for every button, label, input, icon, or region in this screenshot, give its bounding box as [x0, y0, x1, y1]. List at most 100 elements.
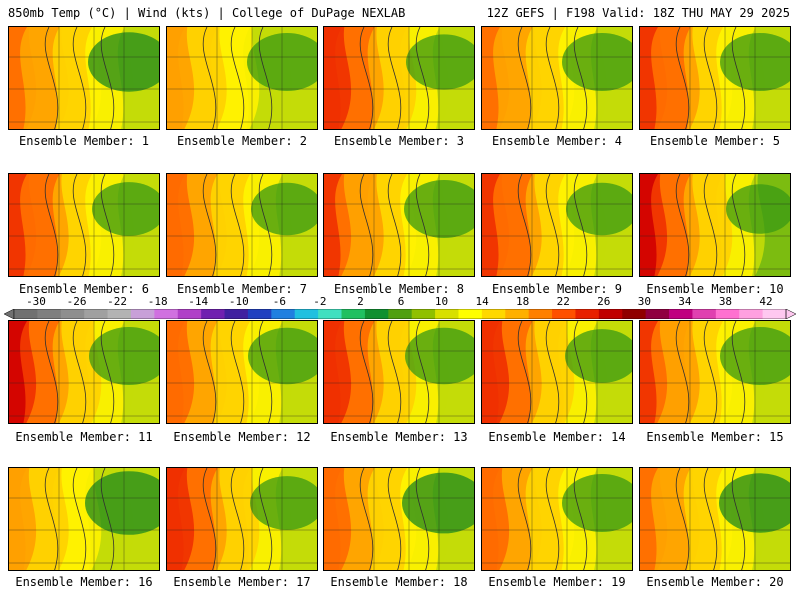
ensemble-map-panel [639, 467, 791, 571]
temperature-map [167, 468, 317, 570]
temperature-map [324, 321, 474, 423]
map-title: 850mb Temp (°C) | Wind (kts) | College o… [8, 6, 406, 20]
colorbar-swatch [177, 309, 202, 319]
temperature-map [9, 27, 159, 129]
colorbar-tick-label: 22 [556, 295, 570, 308]
colorbar-tick-label: 10 [434, 295, 449, 308]
colorbar-tick-label: -10 [228, 295, 249, 308]
colorbar-swatch [669, 309, 693, 319]
colorbar-swatch [739, 309, 764, 319]
colorbar-tick-label: 34 [678, 295, 692, 308]
colorbar-swatch [107, 309, 132, 319]
colorbar-swatch [14, 309, 38, 319]
member-caption: Ensemble Member: 9 [491, 282, 623, 296]
colorbar-swatch [552, 309, 576, 319]
ensemble-map-panel [323, 26, 475, 130]
temperature-map [167, 27, 317, 129]
temperature-map [640, 27, 790, 129]
ensemble-map-panel [8, 173, 160, 277]
colorbar-swatch [481, 309, 506, 319]
colorbar-tick-label: 6 [397, 295, 405, 308]
colorbar-swatch [154, 309, 179, 319]
ensemble-map-panel [8, 320, 160, 424]
colorbar-tick-label: -26 [66, 295, 87, 308]
colorbar-tick-label: -14 [188, 295, 209, 308]
colorbar-swatch [201, 309, 226, 319]
colorbar-swatch [318, 309, 343, 319]
ensemble-map-panel [323, 173, 475, 277]
colorbar-swatch [60, 309, 85, 319]
ensemble-map-panel [8, 26, 160, 130]
temperature-map [482, 468, 632, 570]
colorbar-swatch [575, 309, 600, 319]
ensemble-map-panel [481, 467, 633, 571]
colorbar-swatch [341, 309, 366, 319]
colorbar-swatch [692, 309, 717, 319]
colorbar-swatch [247, 309, 272, 319]
temperature-map [482, 321, 632, 423]
colorbar-tick-label: 42 [759, 295, 773, 308]
colorbar-swatch [364, 309, 389, 319]
colorbar-tick-label: 30 [637, 295, 651, 308]
colorbar-swatch [271, 309, 296, 319]
ensemble-map-panel [481, 26, 633, 130]
member-caption: Ensemble Member: 7 [176, 282, 308, 296]
colorbar-swatch [622, 309, 647, 319]
temperature-map [9, 321, 159, 423]
member-caption: Ensemble Member: 11 [15, 430, 153, 444]
temperature-map [482, 174, 632, 276]
temperature-map [167, 174, 317, 276]
ensemble-map-panel [481, 320, 633, 424]
member-caption: Ensemble Member: 17 [173, 575, 311, 589]
member-caption: Ensemble Member: 1 [18, 134, 150, 148]
ensemble-map-panel [166, 467, 318, 571]
colorbar-swatch [411, 309, 436, 319]
member-caption: Ensemble Member: 3 [333, 134, 465, 148]
colorbar-tick-label: 26 [597, 295, 611, 308]
member-caption: Ensemble Member: 16 [15, 575, 153, 589]
member-caption: Ensemble Member: 19 [488, 575, 626, 589]
member-caption: Ensemble Member: 15 [646, 430, 784, 444]
ensemble-map-panel [639, 320, 791, 424]
colorbar-swatch [458, 309, 483, 319]
member-caption: Ensemble Member: 6 [18, 282, 150, 296]
member-caption: Ensemble Member: 10 [646, 282, 784, 296]
temperature-map [640, 468, 790, 570]
colorbar-tick-label: 2 [357, 295, 364, 308]
member-caption: Ensemble Member: 12 [173, 430, 311, 444]
colorbar-swatch [294, 309, 319, 319]
temperature-map [640, 321, 790, 423]
ensemble-map-panel [639, 173, 791, 277]
colorbar-tick-label: -18 [147, 295, 168, 308]
colorbar-tick-label: -2 [313, 295, 327, 308]
colorbar-tick-label: 14 [475, 295, 489, 308]
run-valid-time: 12Z GEFS | F198 Valid: 18Z THU MAY 29 20… [486, 6, 790, 20]
temperature-map [167, 321, 317, 423]
colorbar-tick-label: -6 [272, 295, 286, 308]
member-caption: Ensemble Member: 13 [330, 430, 468, 444]
member-caption: Ensemble Member: 18 [330, 575, 468, 589]
temperature-map [324, 174, 474, 276]
temperature-colorbar: -30 -26 -22 -18 -14 -10 -6 -2 2 6 10 14 18 22 26 30 34 38… [0, 295, 800, 320]
colorbar-swatch [645, 309, 670, 319]
ensemble-map-panel [166, 320, 318, 424]
colorbar-swatch [528, 309, 553, 319]
member-caption: Ensemble Member: 2 [176, 134, 308, 148]
colorbar-swatch [505, 309, 530, 319]
ensemble-map-panel [8, 467, 160, 571]
colorbar-swatch [435, 309, 459, 319]
colorbar-swatch [598, 309, 623, 319]
ensemble-map-panel [323, 467, 475, 571]
colorbar-swatch [762, 309, 787, 319]
temperature-map [324, 27, 474, 129]
ensemble-map-panel [323, 320, 475, 424]
member-caption: Ensemble Member: 4 [491, 134, 623, 148]
temperature-map [9, 468, 159, 570]
colorbar-tick-label: 38 [718, 295, 733, 308]
member-caption: Ensemble Member: 14 [488, 430, 626, 444]
member-caption: Ensemble Member: 5 [649, 134, 781, 148]
temperature-map [482, 27, 632, 129]
colorbar-swatch [37, 309, 62, 319]
colorbar-bar [3, 309, 797, 319]
colorbar-swatch [130, 309, 155, 319]
